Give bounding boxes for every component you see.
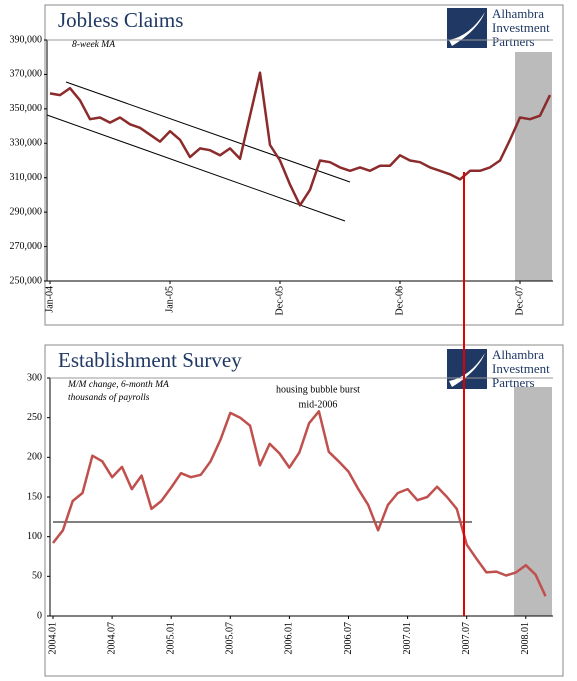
subtitle: 8-week MA xyxy=(72,40,115,50)
x-tick-label: 2005.01 xyxy=(165,622,176,655)
logo-text: Investment xyxy=(492,361,550,376)
annotation: mid-2006 xyxy=(299,399,338,410)
trend-channel xyxy=(65,81,351,183)
annotation: housing bubble burst xyxy=(276,384,360,395)
y-tick-label: 310,000 xyxy=(10,172,43,183)
logo-text: Alhambra xyxy=(492,347,544,362)
subtitle: M/M change, 6-month MA xyxy=(67,380,169,390)
x-tick-label: Jan-05 xyxy=(164,286,175,313)
y-tick-label: 0 xyxy=(37,610,42,621)
x-tick-label: 2005.07 xyxy=(225,622,236,655)
y-tick-label: 270,000 xyxy=(10,241,43,252)
x-tick-label: 2006.01 xyxy=(284,622,295,655)
logo-text: Partners xyxy=(492,375,535,390)
logo-icon xyxy=(447,8,487,389)
y-tick-label: 350,000 xyxy=(10,103,43,114)
x-tick-label: 2004.01 xyxy=(47,622,58,655)
x-tick-label: 2007.01 xyxy=(402,622,413,655)
logo-text: Alhambra xyxy=(492,6,544,21)
trend-channel xyxy=(46,114,346,222)
panel-frame xyxy=(44,344,564,677)
subtitle: thousands of payrolls xyxy=(68,392,150,403)
x-tick-label: 2007.07 xyxy=(461,622,472,655)
y-tick-label: 370,000 xyxy=(10,69,43,80)
y-tick-label: 330,000 xyxy=(10,138,43,149)
panel-frame xyxy=(44,4,564,326)
y-tick-label: 250 xyxy=(27,412,42,423)
y-tick-label: 390,000 xyxy=(10,34,43,45)
y-tick-label: 250,000 xyxy=(10,275,43,286)
x-tick-label: Jan-04 xyxy=(44,286,55,313)
y-tick-label: 150 xyxy=(27,491,42,502)
chart-title: Establishment Survey xyxy=(58,348,242,372)
y-tick-label: 100 xyxy=(27,531,42,542)
y-tick-label: 290,000 xyxy=(10,206,43,217)
recession-shade xyxy=(514,387,552,616)
y-tick-label: 300 xyxy=(27,372,42,383)
logo-text: Investment xyxy=(492,20,550,35)
x-tick-label: Dec-05 xyxy=(274,286,285,315)
chart-title: Jobless Claims xyxy=(58,8,183,32)
data-line xyxy=(49,71,552,207)
x-tick-label: 2008.01 xyxy=(520,622,531,655)
x-tick-label: Dec-06 xyxy=(394,286,405,315)
y-tick-label: 200 xyxy=(27,452,42,463)
x-tick-label: Dec-07 xyxy=(514,286,525,315)
data-line xyxy=(52,410,547,597)
x-tick-label: 2004.07 xyxy=(106,622,117,655)
recession-shade xyxy=(515,52,552,281)
y-tick-label: 50 xyxy=(32,571,42,582)
x-tick-label: 2006.07 xyxy=(343,622,354,655)
logo-text: Partners xyxy=(492,34,535,49)
